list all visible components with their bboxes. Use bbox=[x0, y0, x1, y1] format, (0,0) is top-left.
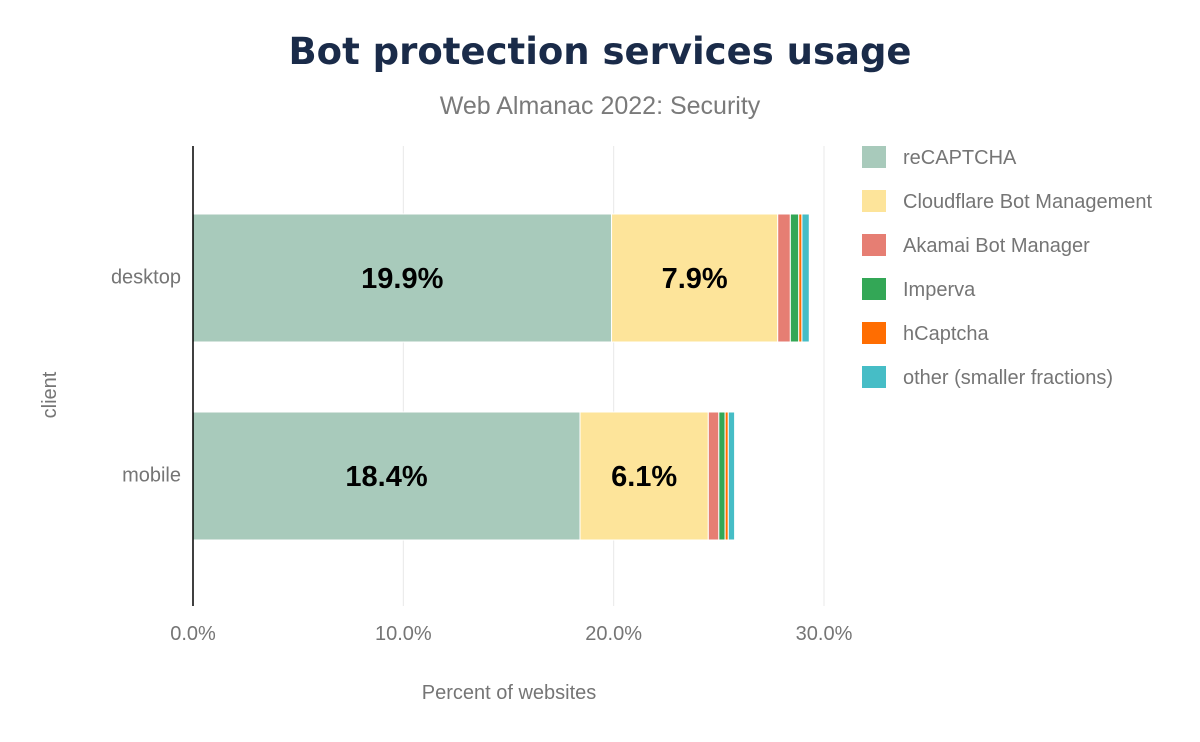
legend-item: Imperva bbox=[862, 278, 976, 301]
legend-label: reCAPTCHA bbox=[903, 147, 1017, 169]
legend-swatch bbox=[862, 146, 886, 168]
legend-label: other (smaller fractions) bbox=[903, 367, 1113, 389]
x-tick-label: 20.0% bbox=[585, 623, 642, 645]
x-axis-title: Percent of websites bbox=[422, 682, 597, 704]
legend-item: Cloudflare Bot Management bbox=[862, 190, 1152, 213]
x-tick-label: 30.0% bbox=[796, 623, 853, 645]
legend-label: hCaptcha bbox=[903, 323, 989, 345]
legend: reCAPTCHA Cloudflare Bot Management Akamai… bbox=[862, 146, 1152, 389]
chart-title: Bot protection services usage bbox=[288, 30, 912, 73]
bar-segment bbox=[789, 213, 800, 343]
data-label: 6.1% bbox=[611, 461, 677, 493]
legend-item: Akamai Bot Manager bbox=[862, 234, 1090, 257]
chart-subtitle: Web Almanac 2022: Security bbox=[439, 92, 761, 120]
legend-swatch bbox=[862, 278, 886, 300]
legend-item: hCaptcha bbox=[862, 322, 989, 345]
bar-segment bbox=[727, 411, 736, 541]
x-tick-label: 0.0% bbox=[170, 623, 216, 645]
legend-label: Cloudflare Bot Management bbox=[903, 191, 1152, 213]
bar-segment bbox=[801, 213, 810, 343]
y-axis-title: client bbox=[39, 371, 61, 418]
bar-segment bbox=[611, 213, 779, 343]
bar-segment bbox=[707, 411, 720, 541]
legend-swatch bbox=[862, 322, 886, 344]
axis-ticks: 0.0% 10.0% 20.0% 30.0% desktop mobile bbox=[111, 266, 853, 645]
legend-swatch bbox=[862, 234, 886, 256]
bar-segment bbox=[718, 411, 726, 541]
y-tick-label: desktop bbox=[111, 266, 181, 288]
legend-swatch bbox=[862, 366, 886, 388]
data-label: 19.9% bbox=[361, 263, 443, 295]
legend-swatch bbox=[862, 190, 886, 212]
data-label: 18.4% bbox=[345, 461, 427, 493]
data-labels: 19.9% 7.9% 18.4% 6.1% bbox=[345, 263, 728, 493]
x-tick-label: 10.0% bbox=[375, 623, 432, 645]
bar-segment bbox=[579, 411, 709, 541]
data-label: 7.9% bbox=[662, 263, 728, 295]
bars bbox=[192, 213, 810, 541]
legend-item: reCAPTCHA bbox=[862, 146, 1017, 169]
legend-item: other (smaller fractions) bbox=[862, 366, 1113, 389]
legend-label: Akamai Bot Manager bbox=[903, 235, 1090, 257]
y-tick-label: mobile bbox=[122, 464, 181, 486]
legend-label: Imperva bbox=[903, 279, 976, 301]
bar-segment bbox=[777, 213, 791, 343]
